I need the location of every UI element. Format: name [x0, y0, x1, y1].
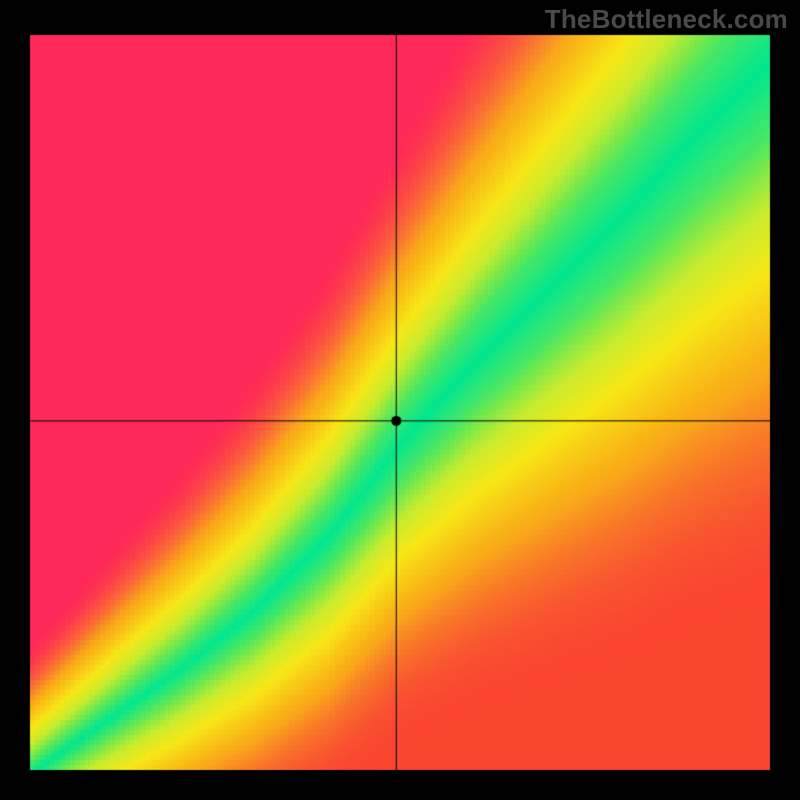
- watermark-text: TheBottleneck.com: [545, 4, 788, 35]
- heatmap-canvas: [0, 0, 800, 800]
- chart-container: TheBottleneck.com: [0, 0, 800, 800]
